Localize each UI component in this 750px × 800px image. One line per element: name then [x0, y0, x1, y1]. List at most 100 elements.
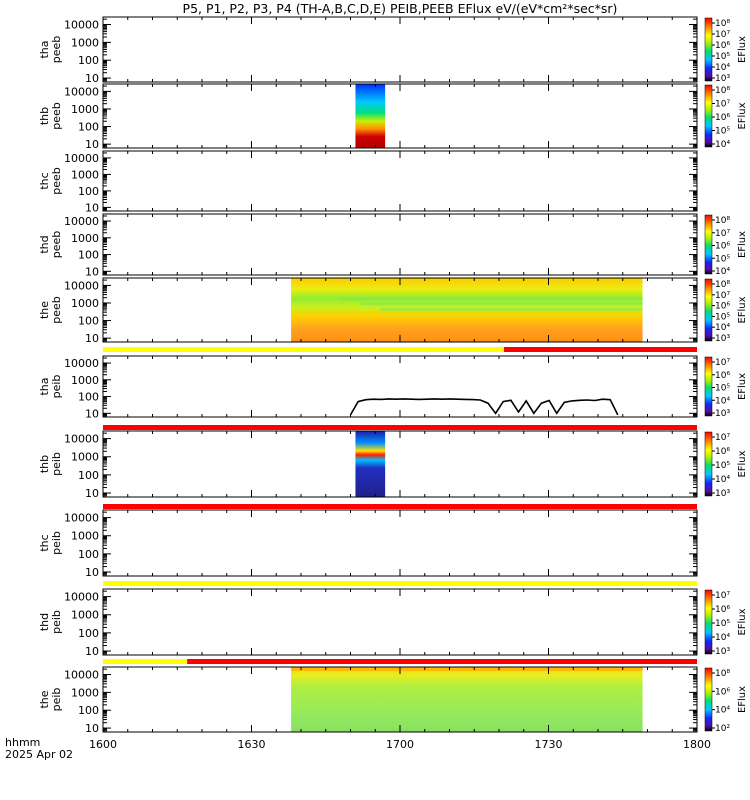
colorbar-label: EFlux — [737, 231, 748, 258]
panel-probe-label: the — [38, 690, 51, 708]
status-bar-segment — [103, 504, 697, 509]
colorbar-tick-label: 10⁷ — [715, 30, 730, 40]
colorbar — [704, 356, 713, 417]
time-axis: 1600 1630 1700 1730 1800 — [89, 738, 711, 751]
colorbar-tick-label: 10² — [715, 724, 730, 734]
status-bar-segment — [103, 425, 697, 430]
status-bar — [103, 504, 697, 509]
panel-instrument-label: peeb — [50, 296, 63, 324]
y-tick-label: 10000 — [64, 433, 99, 446]
panel-frame — [102, 16, 698, 83]
status-bar-segment — [503, 347, 697, 352]
y-tick-label: 100 — [78, 54, 99, 67]
y-tick-label: 10000 — [64, 669, 99, 682]
spectrogram-streak — [291, 667, 643, 671]
colorbar-tick-label: 10⁶ — [715, 687, 730, 697]
colorbar-tick-label: 10⁷ — [715, 433, 730, 443]
colorbar-label: EFlux — [737, 102, 748, 129]
colorbar-tick-label: 10⁵ — [715, 461, 730, 471]
panel-frame — [102, 355, 698, 418]
y-tick-label: 10 — [85, 722, 99, 735]
panel-frame — [102, 150, 698, 212]
colorbar-tick-label: 10⁴ — [715, 63, 730, 73]
y-tick-label: 1000 — [71, 686, 99, 699]
colorbar-tick-label: 10⁷ — [715, 358, 730, 368]
y-tick-label: 10 — [85, 138, 99, 151]
status-bar-segment — [103, 581, 697, 586]
status-bar-segment — [103, 347, 504, 352]
colorbar — [704, 214, 713, 275]
panel-frame — [102, 430, 698, 498]
colorbar-tick-label: 10⁴ — [715, 323, 730, 333]
panel-probe-label: thb — [38, 107, 51, 125]
panel-thb-peib: 10 100 1000 10000 thb peib 10³ 10⁴ 10⁵ 10⁶ 10⁷ EFlu… — [38, 430, 748, 500]
y-tick-label: 10 — [85, 407, 99, 420]
status-bar — [103, 347, 697, 352]
y-tick-label: 100 — [78, 469, 99, 482]
y-tick-label: 10000 — [64, 279, 99, 292]
panel-the-peib: 10 100 1000 10000 the peib 10² 10⁴ 10⁶ 10⁸ EFlux — [38, 666, 748, 735]
spectrogram-data — [355, 431, 386, 497]
y-tick-label: 10 — [85, 72, 99, 85]
panel-thc-peeb: 10 100 1000 10000 thc peeb — [38, 150, 698, 214]
colorbar-tick-label: 10⁶ — [715, 242, 730, 252]
y-tick-label: 100 — [78, 391, 99, 404]
colorbar-label: EFlux — [737, 686, 748, 713]
y-tick-label: 1000 — [71, 36, 99, 49]
colorbar-tick-label: 10³ — [715, 74, 730, 84]
colorbar-tick-label: 10⁸ — [715, 216, 730, 226]
y-tick-label: 10000 — [64, 357, 99, 370]
panel-instrument-label: peeb — [50, 167, 63, 195]
y-tick-label: 100 — [78, 185, 99, 198]
colorbar-tick-label: 10³ — [715, 647, 730, 657]
status-bar — [103, 659, 697, 664]
colorbar-tick-label: 10⁴ — [715, 140, 730, 150]
colorbar-tick-label: 10⁵ — [715, 384, 730, 394]
y-tick-label: 100 — [78, 121, 99, 134]
y-tick-label: 1000 — [71, 451, 99, 464]
status-bar-segment — [187, 659, 697, 664]
y-tick-label: 1000 — [71, 530, 99, 543]
panel-instrument-label: peeb — [50, 102, 63, 130]
colorbar-tick-label: 10⁵ — [715, 312, 730, 322]
colorbar-tick-label: 10³ — [715, 334, 730, 344]
panel-frame — [102, 213, 698, 276]
colorbar-tick-label: 10⁷ — [715, 229, 730, 239]
y-tick-label: 1000 — [71, 168, 99, 181]
colorbar-tick-label: 10³ — [715, 489, 730, 499]
panel-frame — [102, 588, 698, 656]
y-tick-label: 1000 — [71, 609, 99, 622]
x-tick-label: 1800 — [683, 738, 711, 751]
panel-instrument-label: peib — [50, 531, 63, 555]
spectrogram-data — [355, 84, 386, 148]
y-tick-label: 10000 — [64, 19, 99, 32]
status-bar-segment — [103, 659, 188, 664]
panel-probe-label: thc — [38, 172, 51, 189]
panel-probe-label: thd — [38, 613, 51, 631]
colorbar-tick-label: 10⁴ — [715, 475, 730, 485]
colorbar — [704, 17, 713, 82]
y-tick-label: 10 — [85, 201, 99, 214]
colorbar-tick-label: 10⁶ — [715, 302, 730, 312]
status-bar — [103, 581, 697, 586]
colorbar-tick-label: 10⁶ — [715, 41, 730, 51]
colorbar-tick-label: 10⁴ — [715, 706, 730, 716]
colorbar — [704, 278, 713, 342]
y-tick-label: 10 — [85, 645, 99, 658]
colorbar — [704, 431, 713, 497]
spectrogram-streak — [360, 302, 643, 306]
spacecraft-potential-line — [349, 398, 619, 416]
y-tick-label: 10 — [85, 566, 99, 579]
colorbar-label: EFlux — [737, 36, 748, 63]
colorbar-tick-label: 10⁵ — [715, 254, 730, 264]
y-tick-label: 10000 — [64, 85, 99, 98]
colorbar — [704, 667, 713, 732]
colorbar-tick-label: 10⁸ — [715, 669, 730, 679]
x-tick-label: 1700 — [386, 738, 414, 751]
x-tick-label: 1730 — [535, 738, 563, 751]
panel-instrument-label: peeb — [50, 231, 63, 259]
y-tick-label: 10 — [85, 332, 99, 345]
colorbar — [704, 84, 713, 148]
